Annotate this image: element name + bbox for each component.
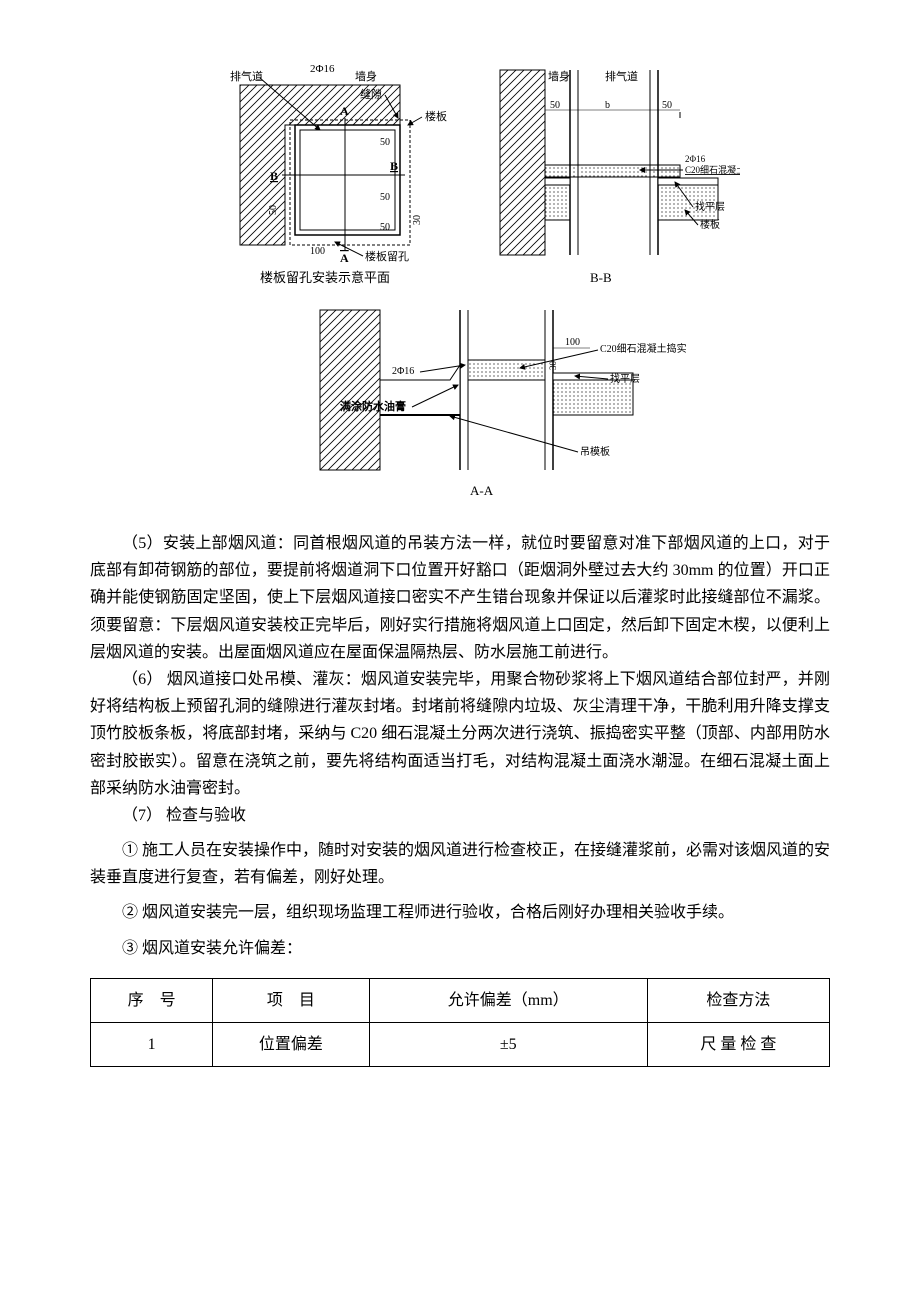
svg-text:C20细石混凝土捣实: C20细石混凝土捣实 (685, 164, 740, 175)
svg-text:A: A (340, 251, 349, 265)
svg-text:A-A: A-A (470, 483, 494, 498)
check-item-2: ② 烟风道安装完一层，组织现场监理工程师进行验收，合格后刚好办理相关验收手续。 (90, 899, 830, 926)
svg-text:排气道: 排气道 (605, 69, 638, 83)
td-tol: ±5 (369, 1023, 647, 1067)
th-tol: 允许偏差（mm） (369, 978, 647, 1022)
th-item: 项 目 (213, 978, 369, 1022)
svg-text:A: A (340, 104, 349, 118)
svg-text:吊模板: 吊模板 (580, 445, 610, 458)
svg-text:B: B (270, 169, 278, 183)
td-method: 尺 量 检 查 (647, 1023, 829, 1067)
th-method: 检查方法 (647, 978, 829, 1022)
td-item: 位置偏差 (213, 1023, 369, 1067)
table-row: 1 位置偏差 ±5 尺 量 检 查 (91, 1023, 830, 1067)
svg-text:排气道: 排气道 (230, 69, 263, 83)
paragraph-7: （7） 检查与验收 (90, 802, 830, 829)
svg-text:找平层: 找平层 (610, 372, 640, 385)
table-header-row: 序 号 项 目 允许偏差（mm） 检查方法 (91, 978, 830, 1022)
check-item-3: ③ 烟风道安装允许偏差： (90, 935, 830, 962)
svg-text:30: 30 (412, 215, 423, 225)
paragraph-5: （5）安装上部烟风道：同首根烟风道的吊装方法一样，就位时要留意对准下部烟风道的上… (90, 530, 830, 666)
svg-text:50: 50 (380, 137, 390, 148)
svg-text:楼板留孔安装示意平面: 楼板留孔安装示意平面 (260, 270, 390, 285)
svg-text:楼板留孔: 楼板留孔 (365, 249, 409, 263)
svg-text:50: 50 (380, 222, 390, 233)
svg-text:50: 50 (662, 100, 672, 111)
svg-text:满涂防水油膏: 满涂防水油膏 (340, 399, 406, 413)
svg-text:找平层: 找平层 (695, 200, 725, 213)
svg-text:30: 30 (548, 361, 558, 371)
svg-text:缝隙: 缝隙 (360, 87, 382, 101)
svg-text:50: 50 (550, 100, 560, 111)
diagram-aa: 100 C20细石混凝土捣实 30 找平层 2Φ16 满涂防水油膏 吊模板 A-… (320, 310, 687, 498)
svg-text:楼板: 楼板 (425, 109, 447, 123)
diagram-bb: 墙身 排气道 50 b 50 2Φ16 C20细石混凝土捣实 找平层 楼板 B-… (500, 69, 740, 285)
svg-text:50: 50 (268, 205, 279, 215)
svg-text:2Φ16: 2Φ16 (392, 366, 414, 377)
th-seq: 序 号 (91, 978, 213, 1022)
svg-text:b: b (605, 100, 610, 111)
td-seq: 1 (91, 1023, 213, 1067)
svg-text:100: 100 (310, 246, 325, 257)
svg-text:2Φ16: 2Φ16 (685, 154, 706, 164)
svg-text:楼板: 楼板 (700, 218, 720, 231)
svg-text:50: 50 (380, 192, 390, 203)
technical-diagrams: 排气道 2Φ16 墙身 缝隙 楼板 A A B B 50 50 50 50 30… (180, 60, 740, 500)
svg-text:墙身: 墙身 (548, 69, 570, 83)
diagrams-block: 排气道 2Φ16 墙身 缝隙 楼板 A A B B 50 50 50 50 30… (90, 60, 830, 500)
check-item-1: ① 施工人员在安装操作中，随时对安装的烟风道进行检查校正，在接缝灌浆前，必需对该… (90, 837, 830, 891)
svg-text:B: B (390, 159, 398, 173)
svg-text:100: 100 (565, 337, 580, 348)
paragraph-6: （6） 烟风道接口处吊模、灌灰：烟风道安装完毕，用聚合物砂浆将上下烟风道结合部位… (90, 666, 830, 802)
svg-text:2Φ16: 2Φ16 (310, 63, 335, 75)
svg-text:C20细石混凝土捣实: C20细石混凝土捣实 (600, 342, 687, 355)
svg-text:墙身: 墙身 (355, 69, 377, 83)
tolerance-table: 序 号 项 目 允许偏差（mm） 检查方法 1 位置偏差 ±5 尺 量 检 查 (90, 978, 830, 1067)
svg-text:B-B: B-B (590, 270, 612, 285)
diagram-plan: 排气道 2Φ16 墙身 缝隙 楼板 A A B B 50 50 50 50 30… (230, 63, 447, 285)
